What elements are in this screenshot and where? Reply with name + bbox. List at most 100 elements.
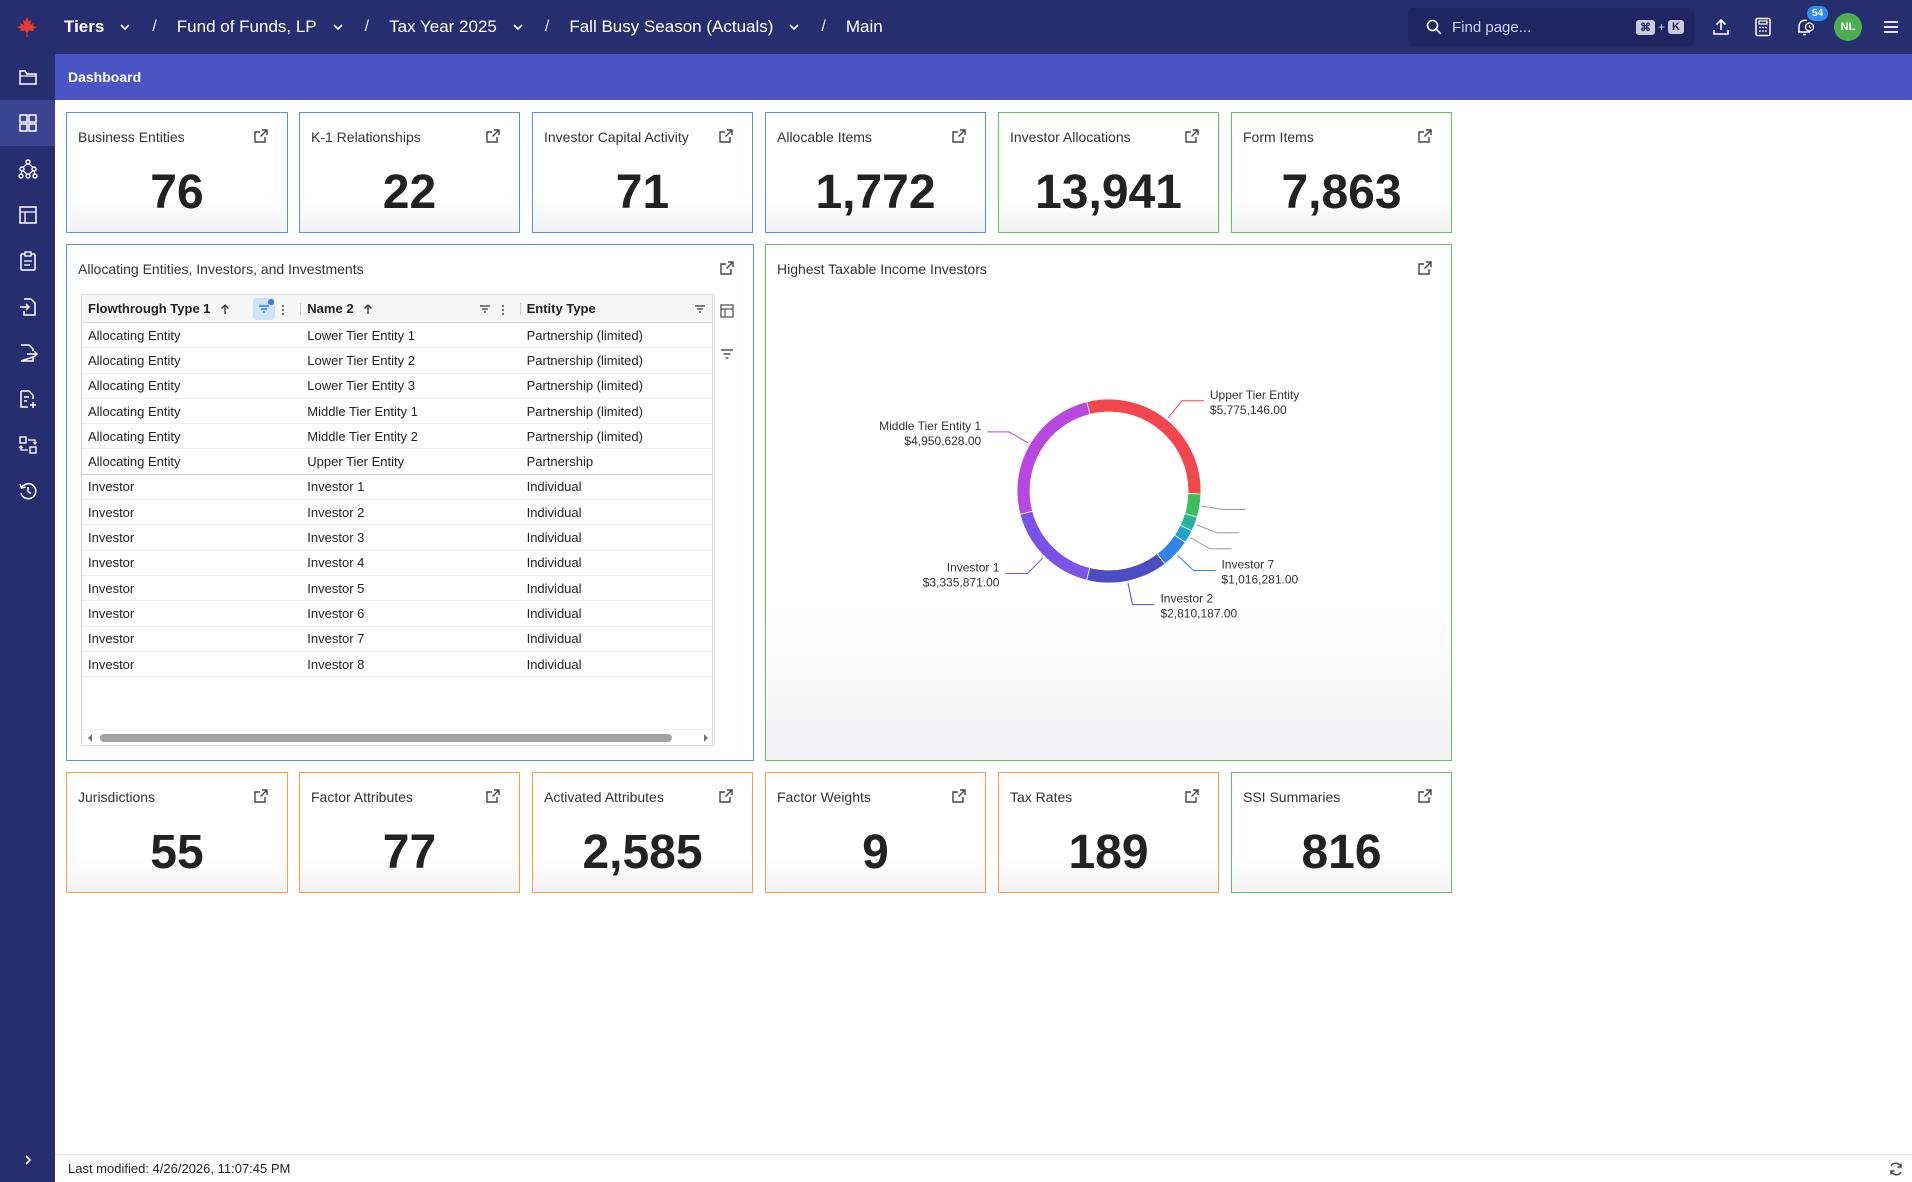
table-row[interactable]: Investor Investor 6 Individual — [82, 601, 712, 627]
sidebar-item-tables[interactable] — [0, 192, 55, 238]
table-cell: Partnership (limited) — [526, 327, 643, 343]
scroll-right-icon[interactable] — [702, 733, 710, 743]
card-factor-weights[interactable]: Factor Weights 9 — [765, 772, 986, 893]
card-investor-allocations[interactable]: Investor Allocations 13,941 — [998, 112, 1219, 233]
column-header-flowthrough-type[interactable]: Flowthrough Type 1 — [82, 295, 302, 322]
table-row[interactable]: Allocating Entity Lower Tier Entity 1 Part… — [82, 323, 712, 349]
card-value: 77 — [382, 826, 437, 879]
search-input[interactable] — [1452, 18, 1612, 36]
card-business-entities[interactable]: Business Entities 76 — [66, 112, 288, 233]
sidebar-item-import[interactable] — [0, 284, 55, 330]
slice-value-label: $3,335,871.00 — [923, 575, 1000, 589]
column-resize-handle[interactable] — [519, 303, 521, 315]
table-cell: Individual — [526, 631, 582, 647]
chevron-down-icon — [789, 24, 799, 31]
card-value: 22 — [382, 166, 437, 219]
open-external-icon[interactable] — [1184, 788, 1200, 804]
card-tax-rates[interactable]: Tax Rates 189 — [998, 772, 1219, 893]
table-row[interactable]: Allocating Entity Middle Tier Entity 2 Par… — [82, 424, 712, 450]
column-filter-button[interactable] — [253, 298, 275, 320]
breadcrumb-main[interactable]: Main — [845, 17, 883, 36]
table-row[interactable]: Investor Investor 3 Individual — [82, 525, 712, 551]
slice-label: Investor 1 — [947, 560, 1000, 574]
open-external-icon[interactable] — [485, 128, 501, 144]
calculator-button[interactable] — [1742, 0, 1784, 54]
sidebar-item-dashboard[interactable] — [0, 100, 55, 146]
table-cell: Investor — [88, 605, 135, 621]
card-factor-attributes[interactable]: Factor Attributes 77 — [299, 772, 520, 893]
breadcrumb-tax-year[interactable]: Tax Year 2025 — [389, 17, 525, 37]
card-allocable-items[interactable]: Allocable Items 1,772 — [765, 112, 986, 233]
maple-leaf-logo-icon[interactable] — [0, 0, 54, 54]
open-external-icon[interactable] — [1417, 788, 1433, 804]
sidebar-item-transfers[interactable] — [0, 422, 55, 468]
sidebar-item-export[interactable] — [0, 330, 55, 376]
table-row[interactable]: Investor Investor 1 Individual — [82, 475, 712, 501]
sidebar-item-forms[interactable] — [0, 376, 55, 422]
table-cell: Lower Tier Entity 1 — [307, 327, 415, 343]
main-menu-button[interactable] — [1870, 0, 1912, 54]
table-row[interactable]: Investor Investor 7 Individual — [82, 627, 712, 652]
open-external-icon[interactable] — [951, 128, 967, 144]
card-jurisdictions[interactable]: Jurisdictions 55 — [66, 772, 288, 893]
card-investor-capital-activity[interactable]: Investor Capital Activity 71 — [532, 112, 753, 233]
scroll-left-icon[interactable] — [86, 733, 94, 743]
table-row[interactable]: Allocating Entity Lower Tier Entity 3 Part… — [82, 374, 712, 399]
open-external-icon[interactable] — [718, 128, 734, 144]
upload-button[interactable] — [1700, 0, 1742, 54]
table-cell: Individual — [526, 656, 582, 672]
filter-icon[interactable] — [694, 304, 706, 314]
open-external-icon[interactable] — [253, 128, 269, 144]
sidebar-item-history[interactable] — [0, 468, 55, 514]
card-k1-relationships[interactable]: K-1 Relationships 22 — [299, 112, 520, 233]
table-row[interactable]: Investor Investor 5 Individual — [82, 576, 712, 602]
column-menu-icon[interactable] — [501, 304, 505, 316]
open-external-icon[interactable] — [253, 788, 269, 804]
sidebar-item-checklist[interactable] — [0, 238, 55, 284]
donut-slice[interactable] — [1086, 553, 1166, 584]
table-row[interactable]: Allocating Entity Middle Tier Entity 1 Par… — [82, 399, 712, 425]
open-external-icon[interactable] — [485, 788, 501, 804]
breadcrumb-season[interactable]: Fall Busy Season (Actuals) — [569, 17, 801, 37]
sidebar-item-structure[interactable] — [0, 146, 55, 192]
card-form-items[interactable]: Form Items 7,863 — [1231, 112, 1452, 233]
breadcrumb-tiers[interactable]: Tiers — [64, 17, 132, 37]
card-ssi-summaries[interactable]: SSI Summaries 816 — [1231, 772, 1452, 893]
donut-slice[interactable] — [1184, 493, 1202, 518]
refresh-icon[interactable] — [1888, 1161, 1904, 1177]
notifications-button[interactable]: 54 — [1784, 0, 1830, 54]
column-menu-icon[interactable] — [281, 304, 285, 316]
table-row[interactable]: Investor Investor 2 Individual — [82, 500, 712, 526]
sidebar-item-files[interactable] — [0, 54, 55, 100]
column-resize-handle[interactable] — [300, 303, 302, 315]
horizontal-scrollbar[interactable] — [82, 729, 714, 745]
donut-slice[interactable] — [1016, 401, 1091, 515]
open-external-icon[interactable] — [718, 788, 734, 804]
table-row[interactable]: Allocating Entity Upper Tier Entity Partne… — [82, 449, 712, 475]
open-external-icon[interactable] — [1417, 260, 1433, 276]
column-header-name[interactable]: Name 2 — [301, 295, 521, 322]
shortcut-key: K — [1668, 20, 1684, 34]
card-activated-attributes[interactable]: Activated Attributes 2,585 — [532, 772, 753, 893]
open-external-icon[interactable] — [719, 260, 735, 276]
find-page-search[interactable]: ⌘ + K — [1408, 8, 1694, 46]
columns-panel-icon[interactable] — [720, 304, 734, 318]
scrollbar-thumb[interactable] — [100, 734, 672, 742]
table-row[interactable]: Allocating Entity Lower Tier Entity 2 Part… — [82, 348, 712, 374]
filter-icon[interactable] — [479, 304, 491, 314]
breadcrumb-separator: / — [821, 18, 826, 35]
column-header-entity-type[interactable]: Entity Type — [521, 295, 712, 322]
open-external-icon[interactable] — [1184, 128, 1200, 144]
open-external-icon[interactable] — [1417, 128, 1433, 144]
chevron-down-icon — [333, 24, 343, 31]
slice-value-label: $2,810,187.00 — [1160, 607, 1237, 621]
filters-panel-icon[interactable] — [720, 348, 734, 360]
user-avatar[interactable]: NL — [1834, 13, 1862, 41]
grid-header-row: Flowthrough Type 1 Name 2 Entity Type — [82, 295, 712, 323]
expand-sidebar-button[interactable] — [0, 1146, 55, 1174]
breadcrumb-fund[interactable]: Fund of Funds, LP — [177, 17, 345, 37]
donut-slice[interactable] — [1086, 398, 1202, 495]
open-external-icon[interactable] — [951, 788, 967, 804]
table-row[interactable]: Investor Investor 4 Individual — [82, 551, 712, 576]
table-row[interactable]: Investor Investor 8 Individual — [82, 652, 712, 678]
